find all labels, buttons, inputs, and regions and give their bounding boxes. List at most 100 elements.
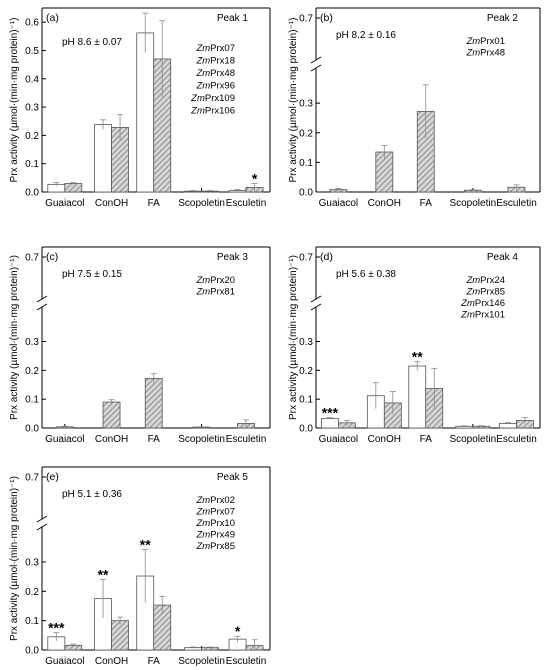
panel-label: (a) xyxy=(46,12,59,24)
panel-label: (d) xyxy=(320,251,333,263)
gene-label: ZmPrx48 xyxy=(465,48,505,59)
axis-break-mark xyxy=(36,295,48,303)
x-tick-label: Guaiacol xyxy=(319,198,358,209)
bar-hatched xyxy=(64,183,83,193)
x-tick-label: Guaiacol xyxy=(45,434,84,445)
significance-marker: ** xyxy=(98,567,109,583)
x-tick-label: Esculetin xyxy=(226,198,267,209)
chart-panel-3: 0.0 0.1 0.2 0.3 0.7 Prx activity (µmol·(min·m… xyxy=(9,246,271,445)
x-tick-label: Scopoletin xyxy=(178,198,225,209)
gene-label: ZmPrx48 xyxy=(195,68,235,79)
gene-label: ZmPrx85 xyxy=(465,287,505,298)
significance-marker: *** xyxy=(322,405,339,421)
y-tick-label: 0.1 xyxy=(25,616,39,627)
y-tick-label: 0.5 xyxy=(25,46,39,57)
peak-label: Peak 1 xyxy=(217,13,249,24)
y-axis-label: Prx activity (µmol·(min·mg protein)⁻¹) xyxy=(9,476,20,641)
bar-hatched xyxy=(102,401,121,429)
chart-panel-1: 0.0 0.1 0.2 0.3 0.4 0.5 0.6 Prx activity (µmol·… xyxy=(9,7,271,209)
y-tick-label: 0.2 xyxy=(25,587,39,598)
y-tick-label: 0.3 xyxy=(299,99,313,110)
y-tick-label: 0.7 xyxy=(299,14,313,25)
x-tick-label: Esculetin xyxy=(226,656,267,667)
gene-label: ZmPrx146 xyxy=(460,298,505,309)
bar-white xyxy=(136,32,155,193)
y-tick-label: 0.3 xyxy=(25,103,39,114)
y-tick-label: 0.0 xyxy=(299,188,313,199)
x-tick-label: Esculetin xyxy=(496,198,537,209)
gene-label: ZmPrx109 xyxy=(190,93,235,104)
ph-label: pH 5.1 ± 0.36 xyxy=(62,489,122,500)
gene-label: ZmPrx01 xyxy=(465,36,505,47)
significance-marker: ** xyxy=(412,349,423,365)
y-axis-label: Prx activity (µmol·(min·mg protein)⁻¹) xyxy=(288,255,299,420)
gene-label: ZmPrx10 xyxy=(195,518,235,529)
panel-label: (c) xyxy=(46,251,58,263)
y-tick-label: 0.0 xyxy=(299,424,313,435)
gene-label: ZmPrx24 xyxy=(465,275,505,286)
ph-label: pH 8.6 ± 0.07 xyxy=(62,37,122,48)
y-axis-label: Prx activity (µmol·(min·mg protein)⁻¹) xyxy=(288,18,299,183)
x-tick-label: Scopoletin xyxy=(178,656,225,667)
x-tick-label: Scopoletin xyxy=(178,434,225,445)
bar-hatched xyxy=(144,378,163,429)
gene-label: ZmPrx101 xyxy=(460,310,505,321)
x-tick-label: FA xyxy=(148,434,161,445)
axis-break-mark xyxy=(310,64,322,72)
y-tick-label: 0.6 xyxy=(25,18,39,29)
significance-marker: * xyxy=(252,171,258,187)
significance-marker: ** xyxy=(140,537,151,553)
x-tick-label: Guaiacol xyxy=(45,656,84,667)
peak-label: Peak 5 xyxy=(217,472,249,483)
bar-white xyxy=(94,124,112,193)
axis-break-mark xyxy=(36,303,48,311)
x-tick-label: Guaiacol xyxy=(45,198,84,209)
significance-marker: *** xyxy=(48,620,65,636)
y-tick-label: 0.1 xyxy=(25,395,39,406)
gene-label: ZmPrx18 xyxy=(195,56,235,67)
gene-label: ZmPrx106 xyxy=(190,106,235,117)
axis-break-mark xyxy=(36,523,48,531)
y-axis-label: Prx activity (µmol·(min·mg protein)⁻¹) xyxy=(9,255,20,420)
x-tick-label: FA xyxy=(420,198,433,209)
y-tick-label: 0.2 xyxy=(299,366,313,377)
y-tick-label: 0.2 xyxy=(299,128,313,139)
peak-label: Peak 4 xyxy=(487,252,519,263)
x-tick-label: ConOH xyxy=(95,198,128,209)
y-tick-label: 0.0 xyxy=(25,424,39,435)
x-tick-label: FA xyxy=(148,198,161,209)
y-tick-label: 0.2 xyxy=(25,366,39,377)
y-tick-label: 0.2 xyxy=(25,131,39,142)
x-tick-label: ConOH xyxy=(368,434,401,445)
gene-label: ZmPrx07 xyxy=(195,43,235,54)
y-tick-label: 0.7 xyxy=(25,253,39,264)
y-tick-label: 0.0 xyxy=(25,188,39,199)
gene-label: ZmPrx20 xyxy=(195,275,235,286)
x-tick-label: FA xyxy=(420,434,433,445)
y-tick-label: 0.1 xyxy=(299,395,313,406)
x-tick-label: Scopoletin xyxy=(449,434,496,445)
peak-label: Peak 3 xyxy=(217,252,249,263)
gene-label: ZmPrx85 xyxy=(195,541,235,552)
x-tick-label: Guaiacol xyxy=(319,434,358,445)
peak-label: Peak 2 xyxy=(487,13,519,24)
axis-break-mark xyxy=(310,56,322,64)
y-tick-label: 0.3 xyxy=(299,337,313,348)
bar-hatched xyxy=(111,620,129,651)
y-tick-label: 0.7 xyxy=(299,253,313,264)
y-tick-label: 0.3 xyxy=(25,557,39,568)
x-tick-label: Esculetin xyxy=(496,434,537,445)
x-tick-label: Esculetin xyxy=(226,434,267,445)
y-tick-label: 0.4 xyxy=(25,74,39,85)
axis-break-mark xyxy=(310,303,322,311)
chart-panel-5: 0.0 0.1 0.2 0.3 0.7 Prx activity (µmol·(min·m… xyxy=(9,466,271,667)
significance-marker: * xyxy=(235,623,241,639)
ph-label: pH 7.5 ± 0.15 xyxy=(62,269,122,280)
panel-label: (e) xyxy=(46,471,59,483)
x-tick-label: ConOH xyxy=(368,198,401,209)
gene-label: ZmPrx02 xyxy=(195,495,235,506)
axis-break-mark xyxy=(36,515,48,523)
x-tick-label: ConOH xyxy=(95,434,128,445)
bar-white xyxy=(408,365,427,429)
